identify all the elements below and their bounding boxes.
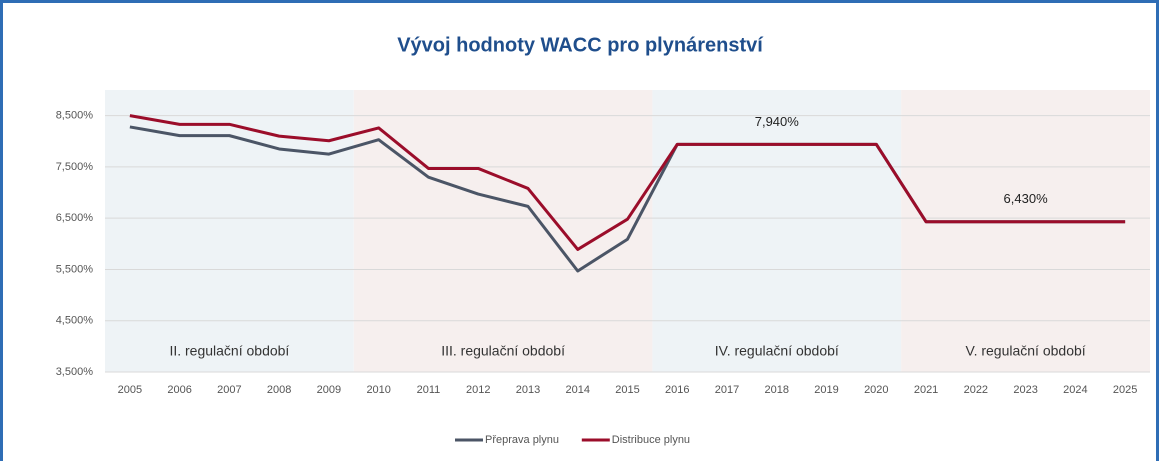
- period-band: [105, 90, 354, 372]
- x-tick-label: 2020: [864, 384, 888, 396]
- period-band: [652, 90, 902, 372]
- y-tick-label: 7,500%: [56, 161, 94, 173]
- x-tick-label: 2025: [1113, 384, 1137, 396]
- x-tick-label: 2014: [565, 384, 589, 396]
- y-tick-label: 4,500%: [56, 315, 94, 327]
- legend-label: Distribuce plynu: [612, 434, 690, 446]
- period-label: IV. regulační období: [715, 343, 839, 359]
- x-tick-label: 2017: [715, 384, 739, 396]
- x-tick-label: 2005: [118, 384, 142, 396]
- chart-title: Vývoj hodnoty WACC pro plynárenství: [397, 34, 764, 56]
- x-tick-label: 2010: [366, 384, 390, 396]
- y-tick-label: 3,500%: [56, 366, 94, 378]
- period-band: [353, 90, 653, 372]
- x-tick-label: 2024: [1063, 384, 1087, 396]
- annotation: 7,940%: [755, 114, 800, 129]
- x-tick-label: 2008: [267, 384, 291, 396]
- x-tick-label: 2006: [167, 384, 191, 396]
- x-tick-label: 2011: [417, 384, 441, 396]
- x-tick-label: 2019: [814, 384, 838, 396]
- period-label: II. regulační období: [169, 343, 289, 359]
- x-tick-label: 2015: [615, 384, 639, 396]
- period-label: III. regulační období: [441, 343, 565, 359]
- annotation: 6,430%: [1004, 191, 1049, 206]
- y-tick-label: 5,500%: [56, 263, 94, 275]
- x-tick-label: 2012: [466, 384, 490, 396]
- x-tick-label: 2022: [964, 384, 988, 396]
- y-tick-label: 6,500%: [56, 212, 94, 224]
- period-label: V. regulační období: [966, 343, 1086, 359]
- x-tick-label: 2009: [317, 384, 341, 396]
- x-tick-label: 2007: [217, 384, 241, 396]
- series-line: [129, 114, 1126, 251]
- legend-label: Přeprava plynu: [485, 434, 559, 446]
- x-tick-label: 2016: [665, 384, 689, 396]
- period-band: [901, 90, 1150, 372]
- y-tick-label: 8,500%: [56, 110, 94, 122]
- x-tick-label: 2018: [765, 384, 789, 396]
- x-tick-label: 2021: [914, 384, 938, 396]
- x-tick-label: 2013: [516, 384, 540, 396]
- x-tick-label: 2023: [1013, 384, 1037, 396]
